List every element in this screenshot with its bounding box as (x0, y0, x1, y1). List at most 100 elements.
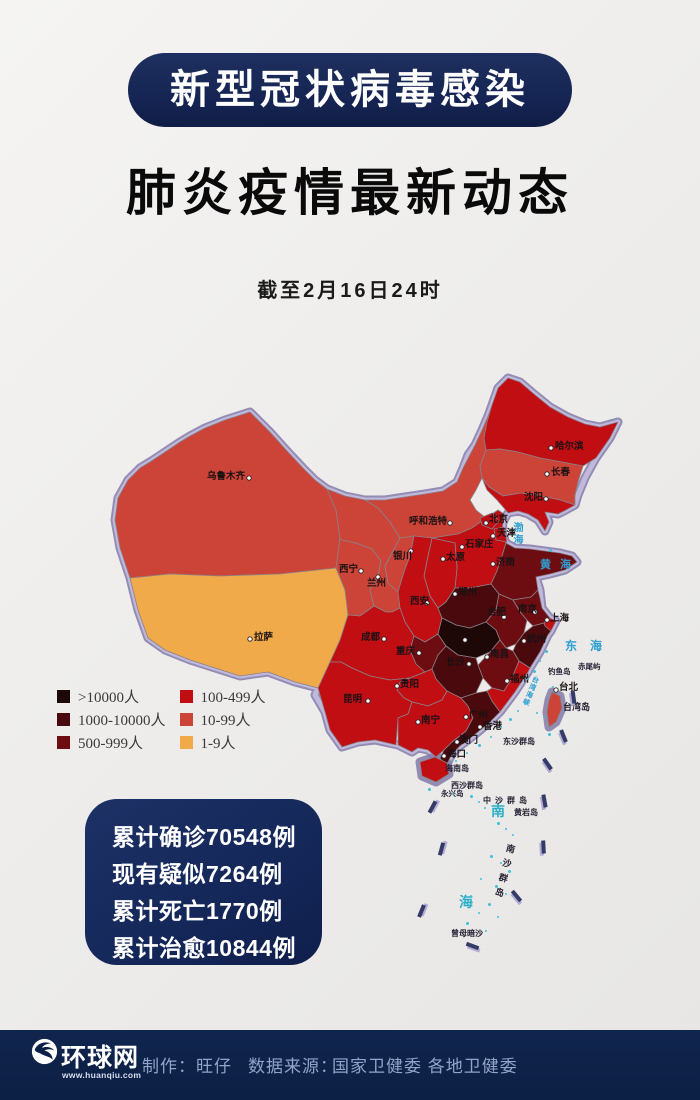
legend-label: 500-999人 (78, 736, 143, 752)
legend-item: 10-99人 (179, 712, 266, 729)
city-label: 台北 (559, 683, 579, 693)
province-guangdong (439, 690, 501, 767)
city-label: 北京 (489, 515, 509, 525)
islet-dot (552, 686, 554, 688)
islet-dot (452, 793, 454, 795)
islet-dot (480, 878, 482, 880)
legend-swatch-1-9 (179, 736, 193, 749)
city-label: 昆明 (343, 695, 363, 705)
city-dot-xining (358, 568, 364, 574)
island-label-zhongsha: 中沙群岛 (483, 796, 531, 805)
city-label: 太原 (446, 553, 466, 563)
huanqiu-logo-icon (31, 1038, 58, 1065)
city-label: 上海 (550, 614, 570, 624)
sea-label-huanghai: 黄海 (540, 559, 580, 571)
stat-deaths: 累计死亡1770例 (112, 898, 283, 924)
city-label: 西安 (410, 597, 430, 607)
islet-dot (548, 733, 551, 736)
islet-dot (488, 903, 491, 906)
islet-dot (505, 893, 507, 895)
legend-label: 1-9人 (200, 736, 236, 752)
credit-value: 旺仔 (196, 1057, 232, 1076)
header-banner: 新型冠状病毒感染 (128, 53, 572, 127)
page-title: 肺炎疫情最新动态 (126, 165, 574, 221)
island-label-zengmuansha: 曾母暗沙 (451, 929, 483, 938)
city-label: 兰州 (367, 579, 387, 589)
stat-suspected: 现有疑似7264例 (112, 861, 283, 887)
islet-dot (485, 930, 487, 932)
city-label: 成都 (361, 633, 381, 643)
date-subtitle: 截至2月16日24时 (257, 280, 443, 302)
city-label: 福州 (510, 675, 530, 685)
island-label-xisha: 西沙群岛 (451, 781, 483, 790)
islet-dot (466, 752, 468, 754)
huanqiu-url: www.huanqiu.com (62, 1070, 142, 1080)
huanqiu-brand-text: 环球网 (61, 1044, 140, 1072)
city-dot-fuzhou (504, 678, 510, 684)
islet-dot (478, 744, 481, 747)
islet-dot (524, 702, 527, 705)
city-dot-haikou (441, 753, 447, 759)
city-dot-chengdu (381, 636, 387, 642)
city-label: 合肥 (487, 608, 507, 618)
islet-dot (517, 710, 519, 712)
sea-label-bohai: 渤海 (511, 522, 522, 546)
islet-dot (543, 716, 545, 718)
stats-card: 累计确诊70548例 现有疑似7264例 累计死亡1770例 累计治愈10844… (85, 799, 322, 965)
city-label: 长春 (551, 468, 571, 478)
city-label: 拉萨 (254, 633, 274, 643)
islet-dot (478, 912, 480, 914)
city-label: 天津 (497, 529, 517, 539)
city-label: 海口 (447, 750, 467, 760)
islet-dot (539, 660, 541, 662)
islet-dot (509, 718, 512, 721)
islet-dot (495, 885, 498, 888)
province-zhejiang (512, 622, 552, 669)
city-dot-nanning (415, 719, 421, 725)
city-dot-shanghai (544, 617, 550, 623)
nine-dash-segment (541, 840, 546, 854)
city-label: 南昌 (490, 650, 510, 660)
city-dot-nanjing (532, 609, 538, 615)
city-label: 哈尔滨 (555, 442, 584, 452)
city-dot-harbin (548, 445, 554, 451)
province-taiwan (546, 691, 563, 728)
city-label: 石家庄 (465, 540, 494, 550)
source-label: 数据来源： (248, 1057, 338, 1076)
source-value: 国家卫健委 各地卫健委 (332, 1057, 518, 1076)
city-dot-taipei (553, 687, 559, 693)
city-label: 澳门 (459, 736, 479, 746)
city-dot-guiyang (394, 683, 400, 689)
island-label-chiweiyu: 赤尾屿 (578, 662, 601, 671)
islet-dot (428, 788, 431, 791)
city-dot-changsha (466, 661, 472, 667)
islet-dot (536, 712, 538, 714)
islet-dot (490, 736, 492, 738)
province-hainan (419, 756, 450, 783)
city-label: 南宁 (421, 716, 441, 726)
islet-dot (505, 828, 507, 830)
city-dot-tianjin (490, 533, 496, 539)
city-dot-hohhot (447, 520, 453, 526)
city-label: 济南 (496, 558, 516, 568)
province-liaoning (481, 477, 576, 532)
city-label: 乌鲁木齐 (207, 472, 246, 482)
city-dot-nanchang (484, 654, 490, 660)
city-dot-guangzhou (463, 714, 469, 720)
legend-item: >10000人 (57, 689, 166, 706)
legend-label: >10000人 (78, 690, 139, 706)
islet-dot (545, 650, 548, 653)
city-dot-yinchuan (408, 548, 414, 554)
city-dot-changchun (544, 471, 550, 477)
city-dot-shijiazhuang (459, 544, 465, 550)
islet-dot (512, 834, 514, 836)
islet-dot (508, 870, 511, 873)
islet-dot (470, 895, 472, 897)
islet-dot (455, 760, 457, 762)
city-label: 贵阳 (400, 680, 420, 690)
sea-label-nanhai-1: 南 (491, 805, 505, 820)
legend-swatch-500-999 (57, 736, 70, 749)
city-dot-wuhan (462, 637, 468, 643)
